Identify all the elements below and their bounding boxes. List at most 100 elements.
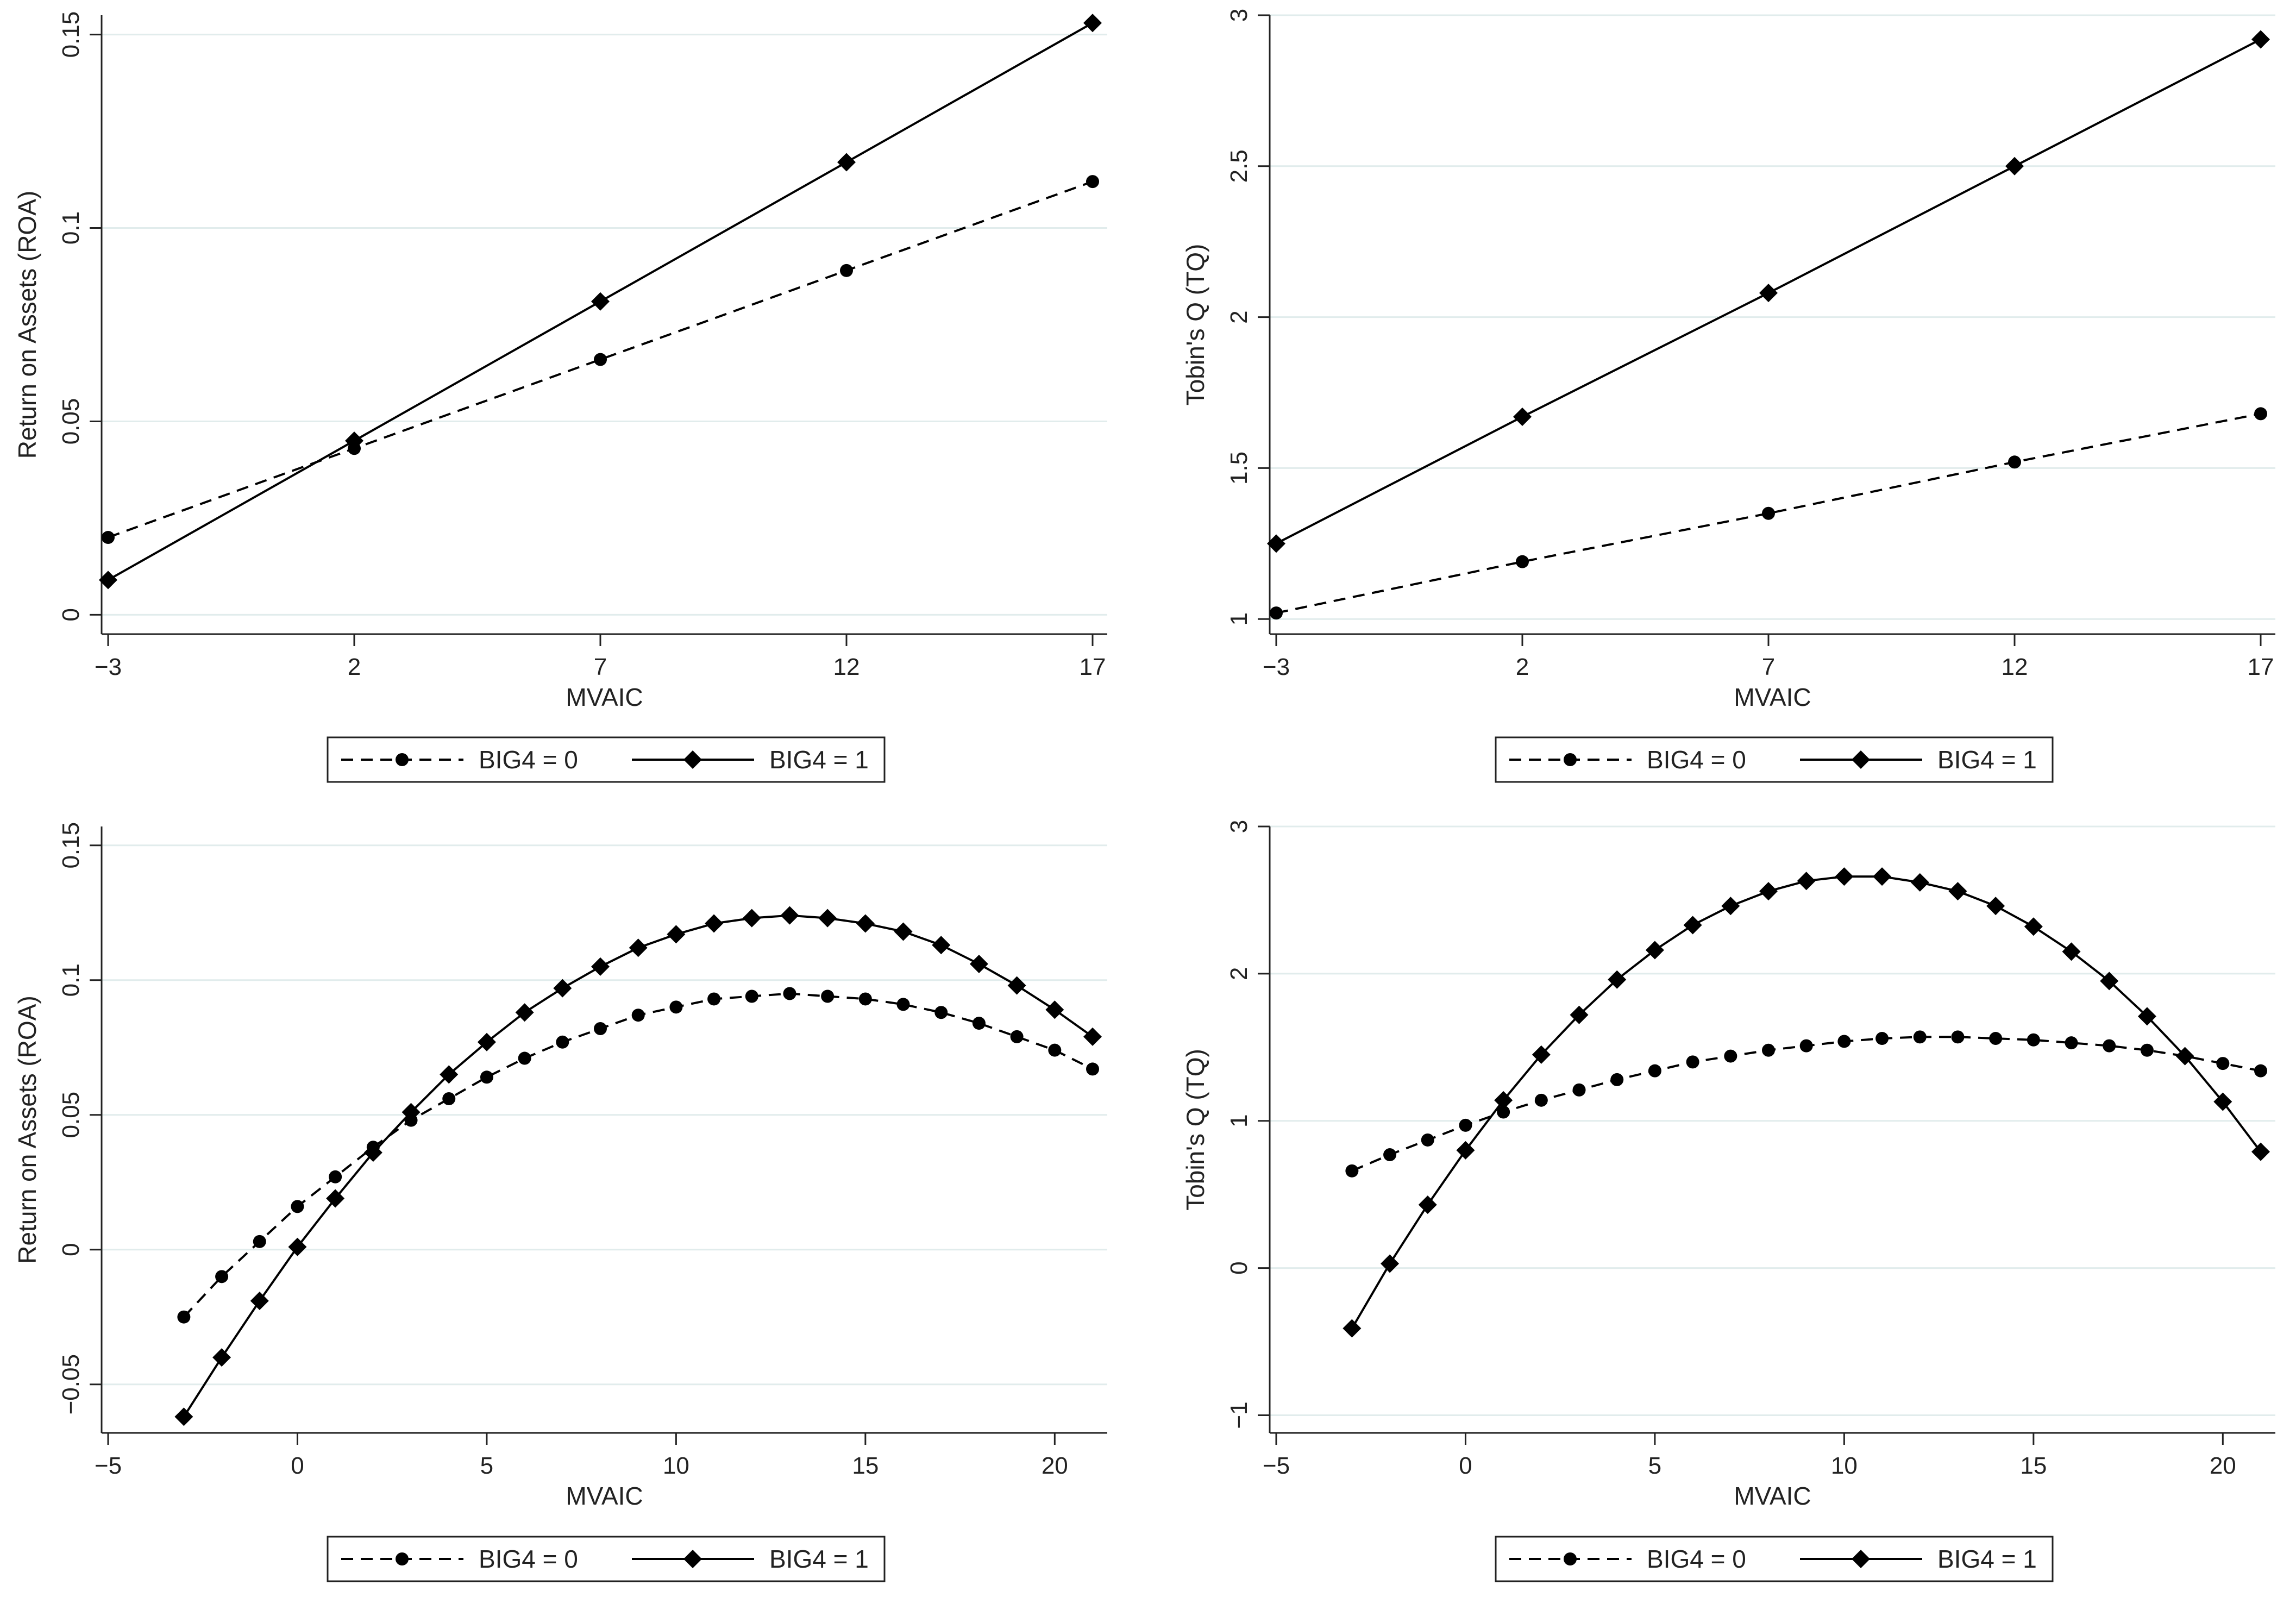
data-point (1799, 1039, 1813, 1053)
data-point (1608, 970, 1627, 989)
legend-swatch-marker (396, 753, 409, 766)
series-big4-1 (99, 14, 1102, 590)
y-tick-label: 0.05 (58, 1092, 84, 1138)
data-point (1948, 882, 1967, 901)
data-point (99, 571, 117, 590)
legend: BIG4 = 0 BIG4 = 1 (1495, 1536, 2054, 1582)
y-tick-label: 2.5 (1226, 149, 1252, 183)
series-big4-0 (1345, 1030, 2267, 1178)
y-tick-label: 0.15 (58, 822, 84, 869)
data-point (821, 989, 835, 1003)
y-axis-title: Tobin's Q (TQ) (1181, 1049, 1209, 1211)
data-point (1007, 976, 1026, 995)
data-point (440, 1065, 459, 1084)
legend-swatch-marker (683, 750, 702, 769)
data-point (553, 979, 572, 998)
data-point (1459, 1118, 1472, 1132)
chart-panel-p1: 0 0.05 0.1 0.15 −3 2 7 12 17 Return on Assets (RO… (13, 11, 1107, 783)
y-tick-label: 0.1 (58, 211, 84, 245)
x-tick-label: 10 (663, 1452, 689, 1479)
x-tick-label: 17 (1080, 654, 1106, 680)
x-tick-label: 7 (594, 654, 607, 680)
data-point (402, 1103, 421, 1122)
y-tick-label: 0 (58, 608, 84, 621)
x-tick-label: 5 (480, 1452, 493, 1479)
y-tick-label: 0 (58, 1243, 84, 1256)
data-point (896, 998, 910, 1011)
data-point (556, 1035, 569, 1049)
data-point (745, 989, 758, 1003)
data-point (1645, 941, 1664, 960)
x-tick-label: −5 (95, 1452, 122, 1479)
x-tick-label: 17 (2248, 654, 2274, 680)
data-point (212, 1348, 231, 1367)
data-point (969, 954, 988, 973)
y-tick-label: 2 (1226, 310, 1252, 323)
data-point (1572, 1083, 1586, 1097)
data-point (1270, 606, 1283, 620)
chart-panel-p2: 1 1.5 2 2.5 3 −3 2 7 12 17 Tobin's Q (TQ) MVAIC BIG4… (1181, 9, 2275, 783)
x-tick-label: 15 (852, 1452, 879, 1479)
data-point (1913, 1030, 1927, 1044)
data-point (1418, 1195, 1437, 1214)
y-tick-label: 3 (1226, 820, 1252, 833)
data-point (1875, 1032, 1889, 1045)
y-axis-title: Tobin's Q (TQ) (1181, 244, 1209, 406)
data-point (1762, 506, 1775, 520)
x-tick-label: 15 (2020, 1452, 2047, 1479)
y-tick-label: 1 (1226, 1114, 1252, 1128)
data-point (1421, 1133, 1434, 1147)
data-point (1010, 1030, 1024, 1043)
x-axis-title: MVAIC (566, 1482, 643, 1510)
data-point (480, 1070, 493, 1084)
data-point (2005, 156, 2024, 176)
data-point (594, 353, 607, 366)
y-tick-label: −0.05 (58, 1354, 84, 1414)
data-point (1267, 534, 1285, 553)
data-point (2251, 30, 2270, 49)
data-point (1951, 1030, 1965, 1044)
data-point (856, 914, 875, 933)
data-point (1494, 1091, 1513, 1110)
data-point (174, 1407, 193, 1426)
x-tick-label: −3 (1263, 654, 1290, 680)
data-point (707, 992, 721, 1006)
x-tick-label: 7 (1762, 654, 1775, 680)
data-point (2137, 1007, 2156, 1026)
data-point (1532, 1045, 1551, 1064)
data-point (1086, 175, 1099, 189)
data-point (2254, 1064, 2267, 1078)
y-axis-title: Return on Assets (ROA) (13, 191, 41, 459)
data-point (1570, 1005, 1589, 1024)
data-point (1835, 867, 1854, 886)
data-point (594, 1022, 607, 1035)
series-line (1276, 412, 2261, 615)
x-tick-label: 20 (2210, 1452, 2236, 1479)
legend-label: BIG4 = 1 (1937, 1545, 2037, 1573)
data-point (972, 1017, 986, 1030)
x-axis-title: MVAIC (566, 683, 643, 711)
data-point (2254, 407, 2267, 421)
legend-label: BIG4 = 0 (479, 746, 578, 774)
data-point (858, 992, 872, 1006)
data-point (1610, 1073, 1624, 1086)
data-point (780, 906, 799, 925)
chart-panel-p3: −0.05 0 0.05 0.1 0.15 −5 0 5 10 15 20 Return on Ass… (13, 822, 1107, 1582)
x-axis-title: MVAIC (1734, 683, 1811, 711)
data-point (631, 1009, 645, 1022)
data-point (253, 1235, 266, 1248)
y-tick-label: 3 (1226, 9, 1252, 22)
data-point (2251, 1142, 2270, 1161)
series-big4-0 (177, 987, 1099, 1324)
data-point (1837, 1035, 1851, 1048)
legend-swatch-marker (1852, 1550, 1870, 1568)
data-point (515, 1003, 534, 1022)
legend: BIG4 = 0 BIG4 = 1 (327, 1536, 886, 1582)
y-axis-title: Return on Assets (ROA) (13, 995, 41, 1263)
x-tick-label: −5 (1263, 1452, 1290, 1479)
data-point (1083, 14, 1102, 33)
data-point (840, 264, 853, 277)
data-point (1383, 1148, 1397, 1162)
data-point (1497, 1105, 1510, 1119)
y-tick-label: 0.05 (58, 398, 84, 445)
